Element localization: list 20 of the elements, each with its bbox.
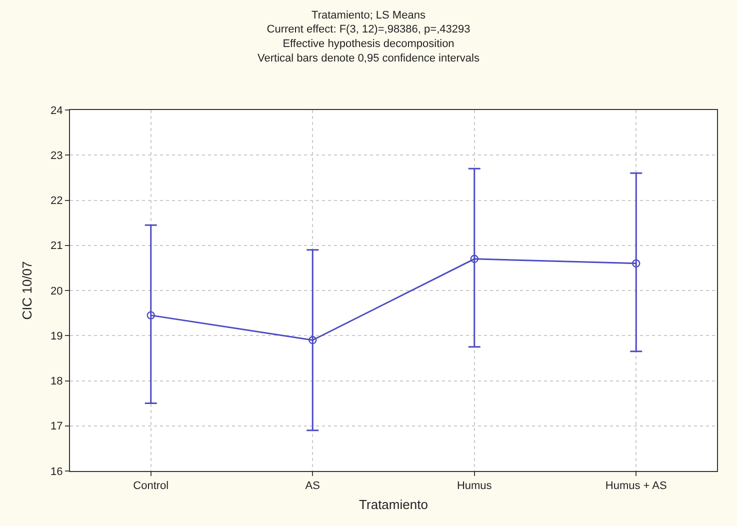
y-tick-label: 18 [50, 376, 63, 388]
x-tick-label: AS [305, 480, 320, 492]
point [308, 336, 317, 344]
point [632, 259, 640, 268]
y-tick-label: 21 [50, 240, 63, 252]
y-tick-label: 17 [50, 420, 63, 433]
point [146, 311, 155, 320]
y-tick-label: 24 [50, 104, 63, 117]
y-tick-label: 16 [50, 466, 63, 478]
y-tick-label: 22 [50, 195, 63, 208]
chart-title: Tratamiento; LS Means Current effect: F(3, 12)=,98386, p=,43293 Effective hypothesis decomposition Vertical bars denote 0,95 confidence intervals [258, 9, 480, 64]
y-axis-title: CIC 10/07 [20, 261, 34, 320]
x-tick-label: Control [133, 480, 169, 492]
x-tick-label: Humus + AS [605, 480, 667, 492]
x-tick-label: Humus [456, 480, 492, 492]
y-tick-label: 20 [50, 285, 63, 298]
x-axis-title: Tratamiento [359, 496, 428, 512]
y-tick-label: 23 [50, 150, 63, 162]
point [470, 254, 478, 264]
y-tick-label: 19 [50, 330, 63, 342]
